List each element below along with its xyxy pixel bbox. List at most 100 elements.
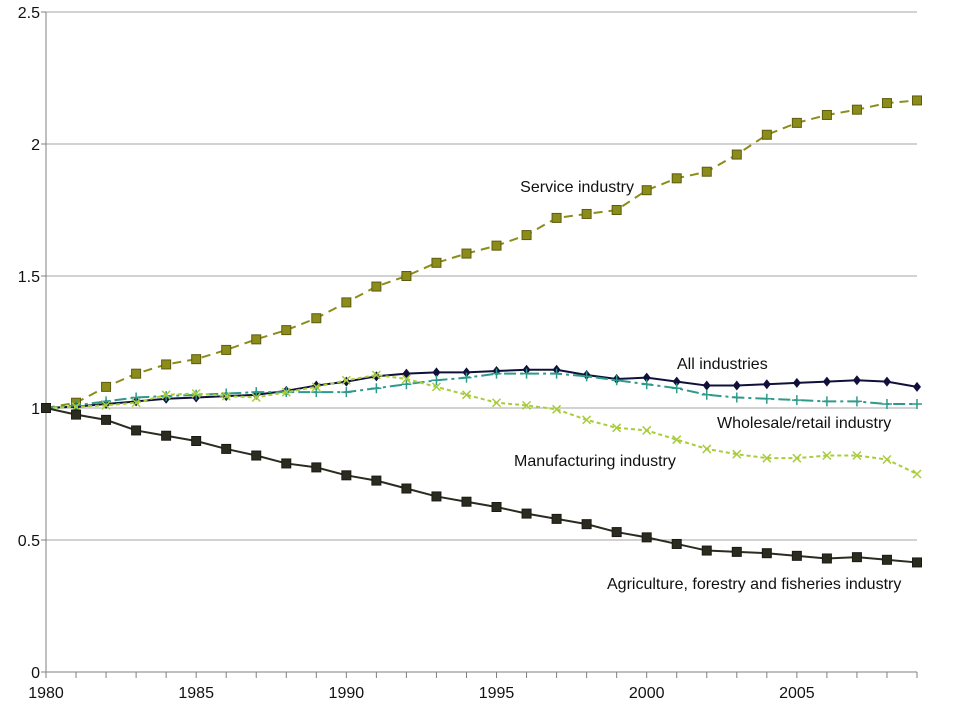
data-point [491, 502, 502, 512]
series-line [45, 407, 918, 564]
data-point [913, 381, 921, 392]
data-point [671, 383, 682, 394]
series-4 [41, 403, 922, 568]
series-label: Service industry [520, 179, 634, 196]
data-point [251, 450, 262, 461]
series-label: Wholesale/retail industry [717, 415, 891, 432]
data-point [641, 185, 652, 196]
axes: 0 0.5 1 1.5 2 2.5 1980 1985 1990 1995 2000 2005 [18, 5, 918, 702]
data-point [582, 415, 592, 425]
data-point [431, 257, 442, 268]
data-point [791, 395, 802, 406]
series-line [45, 372, 917, 409]
data-point [912, 469, 922, 479]
data-point [341, 470, 352, 481]
data-point [581, 519, 592, 530]
x-tick-label: 1990 [329, 685, 365, 702]
series-label: All industries [677, 356, 768, 373]
x-tick-label: 2005 [779, 685, 815, 702]
data-point [371, 370, 381, 380]
data-point [221, 443, 232, 454]
data-point [131, 425, 142, 436]
data-point [851, 552, 862, 563]
data-point [611, 375, 622, 386]
data-point [341, 375, 351, 385]
data-point [642, 425, 652, 435]
data-point [611, 205, 622, 215]
data-point [821, 109, 832, 120]
data-point [822, 450, 832, 461]
data-point [731, 149, 742, 160]
data-point [371, 475, 382, 486]
data-point [671, 173, 682, 184]
data-point [551, 368, 562, 379]
data-point [852, 450, 862, 461]
data-point [731, 392, 742, 403]
data-point [521, 230, 532, 241]
data-point [912, 95, 922, 106]
data-point [281, 387, 291, 397]
data-point [762, 453, 772, 463]
data-point [371, 383, 382, 394]
y-tick-label: 2.5 [18, 5, 40, 22]
data-point [612, 423, 622, 433]
data-point [431, 375, 442, 386]
data-point [672, 435, 682, 445]
data-point [462, 367, 471, 378]
data-point [551, 513, 562, 524]
data-point [191, 354, 202, 365]
data-point [882, 454, 892, 465]
series-1 [42, 364, 921, 413]
data-point [131, 398, 141, 408]
y-tick-label: 2 [31, 137, 40, 154]
data-point [161, 430, 172, 441]
data-point [762, 379, 771, 390]
data-point [731, 546, 742, 557]
data-point [221, 391, 231, 401]
data-point [311, 382, 321, 392]
data-point [71, 400, 82, 411]
data-point [881, 98, 892, 109]
data-point [401, 379, 412, 390]
data-point [432, 367, 441, 378]
data-point [552, 404, 562, 414]
data-point [551, 212, 562, 223]
data-point [191, 436, 202, 446]
x-tick-label: 1980 [28, 685, 64, 702]
data-point [71, 402, 81, 412]
data-point [191, 388, 201, 399]
x-tick-label: 2000 [629, 685, 665, 702]
series-2 [41, 368, 922, 413]
series-labels: Service industry All industries Wholesale/… [514, 179, 901, 593]
data-point [281, 458, 292, 469]
data-point [341, 297, 352, 308]
data-point [161, 391, 172, 402]
data-point [131, 368, 142, 379]
data-point [761, 393, 772, 404]
data-point [161, 390, 171, 400]
data-point [701, 545, 712, 556]
data-point [221, 344, 232, 355]
data-point [791, 117, 802, 128]
data-point [611, 527, 622, 538]
data-point [191, 389, 202, 400]
data-point [401, 374, 411, 384]
data-point [792, 453, 802, 463]
series-group [41, 95, 922, 568]
data-point [341, 387, 352, 398]
data-point [701, 389, 712, 400]
y-tick-label: 0 [31, 665, 40, 682]
data-point [671, 538, 682, 549]
series-3 [41, 370, 922, 479]
data-point [311, 387, 322, 398]
data-point [701, 166, 712, 177]
data-point [251, 387, 262, 398]
data-point [311, 462, 322, 473]
data-point [401, 483, 412, 494]
data-point [792, 377, 801, 388]
data-point [521, 368, 532, 379]
data-point [821, 396, 832, 407]
series-label: Manufacturing industry [514, 453, 676, 470]
